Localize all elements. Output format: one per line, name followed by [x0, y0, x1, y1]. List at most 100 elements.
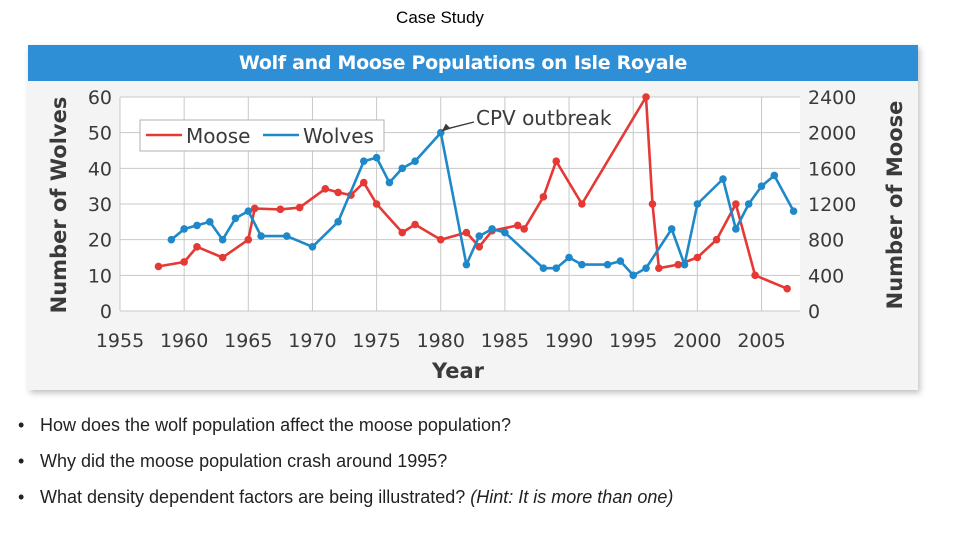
question-list: • How does the wolf population affect the… [18, 410, 938, 518]
data-point-wolves [629, 271, 638, 280]
question-item: • How does the wolf population affect the… [18, 410, 938, 446]
x-axis-label: Year [431, 359, 485, 383]
data-point-wolves [744, 200, 753, 208]
data-point-wolves [667, 225, 676, 233]
x-tick-label: 1990 [545, 330, 593, 352]
data-point-moose [218, 253, 227, 262]
data-point-wolves [693, 200, 702, 208]
data-point-moose [642, 93, 650, 101]
data-point-wolves [308, 243, 317, 251]
data-point-wolves [359, 157, 368, 165]
x-tick-label: 1995 [609, 330, 657, 352]
data-point-moose [520, 225, 528, 233]
data-point-wolves [206, 218, 214, 226]
data-point-wolves [193, 221, 201, 230]
data-point-moose [154, 262, 163, 271]
data-point-moose [693, 253, 702, 262]
data-point-moose [359, 178, 368, 187]
y-left-tick-label: 40 [88, 158, 112, 180]
y-left-tick-label: 20 [88, 230, 112, 252]
data-point-wolves [757, 182, 766, 190]
annotation-label: CPV outbreak [476, 106, 612, 130]
data-point-moose [334, 188, 342, 197]
data-point-moose [398, 228, 407, 237]
data-point-moose [462, 228, 471, 237]
data-point-wolves [398, 164, 407, 173]
data-point-moose [321, 185, 330, 193]
chart-title: Wolf and Moose Populations on Isle Royal… [238, 52, 688, 74]
question-item: • What density dependent factors are bein… [18, 482, 938, 518]
question-text: Why did the moose population crash aroun… [40, 451, 448, 471]
data-point-moose [648, 200, 657, 208]
y-right-tick-label: 1600 [808, 158, 856, 180]
data-point-moose [552, 157, 561, 165]
y-right-tick-label: 2400 [808, 87, 856, 109]
slide-title: Case Study [396, 8, 484, 27]
chart-figure: Wolf and Moose Populations on Isle Royal… [28, 45, 918, 390]
x-tick-label: 1970 [288, 330, 336, 352]
data-point-wolves [385, 178, 394, 187]
bullet-glyph: • [18, 415, 25, 435]
chart-title-bar: Wolf and Moose Populations on Isle Royal… [28, 45, 918, 81]
data-point-moose [751, 271, 759, 280]
annotation-arrow-head [441, 123, 451, 132]
data-point-moose [276, 205, 285, 214]
data-point-wolves [282, 232, 291, 240]
data-point-wolves [565, 253, 573, 262]
data-point-wolves [578, 260, 586, 269]
data-point-wolves [167, 235, 176, 244]
y-right-tick-label: 0 [808, 301, 820, 323]
data-point-wolves [501, 228, 509, 237]
y-right-tick-label: 1200 [808, 194, 856, 216]
question-item: • Why did the moose population crash arou… [18, 446, 938, 482]
data-point-wolves [732, 225, 740, 233]
series-line-wolves [170, 131, 795, 277]
y-left-tick-label: 10 [88, 265, 112, 287]
data-point-wolves [244, 207, 253, 215]
data-point-wolves [462, 260, 471, 269]
data-point-moose [578, 200, 586, 208]
data-point-moose [372, 200, 381, 208]
x-tick-label: 2000 [673, 330, 721, 352]
data-point-wolves [231, 214, 240, 223]
data-point-wolves [475, 232, 484, 240]
data-point-moose [250, 204, 259, 213]
data-point-moose [655, 264, 663, 272]
data-point-moose [674, 260, 682, 269]
data-point-wolves [719, 175, 727, 183]
population-chart: 1955 1960 1965 1970 1975 1980 1985 1990 1995 2000… [47, 87, 907, 383]
question-text: What density dependent factors are being… [40, 487, 466, 507]
data-point-moose [475, 243, 484, 251]
legend-label-moose: Moose [186, 124, 250, 148]
y-right-tick-label: 400 [808, 265, 844, 287]
data-point-wolves [642, 264, 650, 272]
data-point-wolves [539, 264, 548, 272]
y-right-tick-label: 800 [808, 230, 844, 252]
data-point-wolves [603, 260, 612, 269]
data-point-moose [411, 220, 419, 229]
bullet-glyph: • [18, 451, 25, 471]
y-left-tick-label: 50 [88, 123, 112, 145]
data-point-moose [783, 284, 791, 293]
x-tick-label: 1965 [224, 330, 272, 352]
data-point-wolves [257, 232, 265, 240]
data-point-wolves [411, 157, 419, 165]
y-left-axis-label: Number of Wolves [47, 97, 71, 314]
data-point-wolves [218, 235, 227, 244]
bullet-glyph: • [18, 487, 25, 507]
data-point-wolves [372, 153, 381, 162]
data-point-wolves [552, 264, 561, 272]
y-left-tick-label: 0 [100, 301, 112, 323]
y-right-tick-label: 2000 [808, 123, 856, 145]
data-point-wolves [180, 225, 188, 233]
x-tick-label: 1960 [160, 330, 208, 352]
data-point-moose [180, 258, 188, 266]
data-point-moose [539, 193, 548, 201]
data-point-wolves [334, 218, 342, 226]
y-right-axis-label: Number of Moose [883, 101, 907, 310]
data-point-moose [712, 235, 721, 244]
x-tick-label: 1975 [352, 330, 400, 352]
data-point-moose [193, 243, 201, 251]
data-point-moose [436, 235, 445, 244]
hint-text: (Hint: It is more than one) [470, 487, 674, 507]
